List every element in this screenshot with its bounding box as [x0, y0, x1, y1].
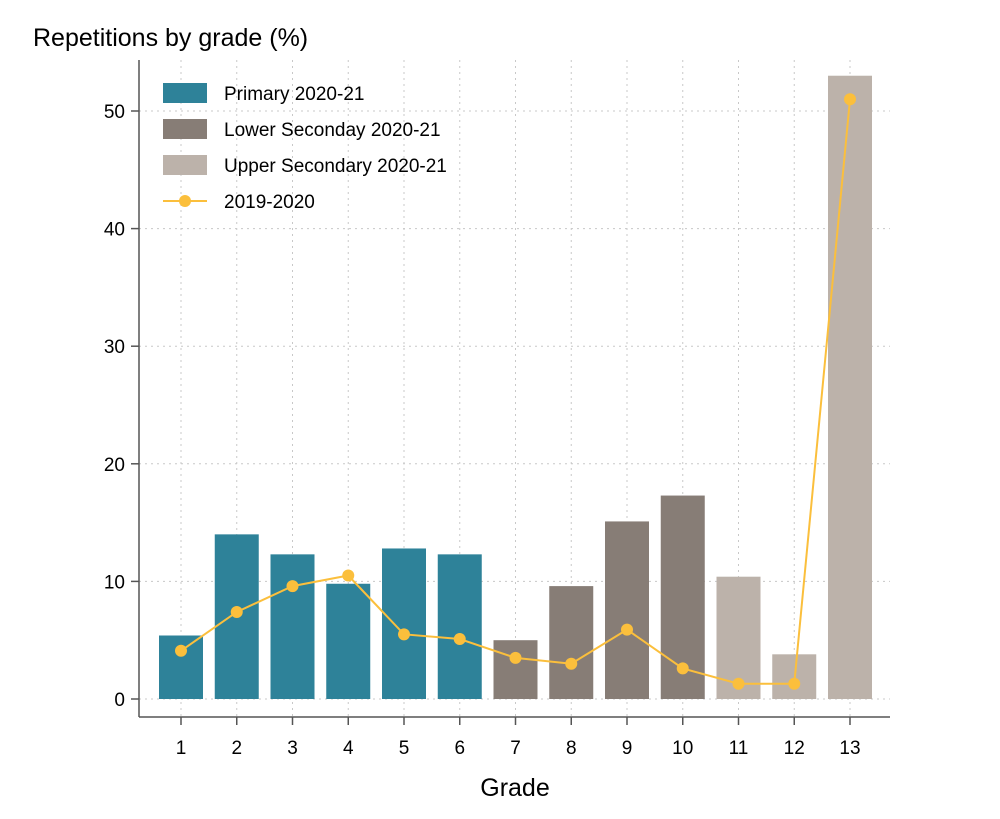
- axes: [138, 60, 890, 718]
- bar-grade-5: [382, 548, 426, 699]
- y-tick-label-40: 40: [104, 220, 125, 241]
- y-tick-label-20: 20: [104, 455, 125, 476]
- x-tick-label-6: 6: [454, 738, 465, 759]
- legend-swatch-0: [163, 83, 207, 103]
- x-tick-label-1: 1: [176, 738, 187, 759]
- x-tick-label-10: 10: [672, 738, 693, 759]
- point-grade-12: [788, 677, 801, 690]
- bar-grade-4: [326, 583, 371, 699]
- legend-label-3: 2019-2020: [224, 192, 315, 213]
- point-grade-10: [676, 662, 689, 675]
- point-grade-3: [286, 580, 299, 593]
- point-grade-5: [398, 628, 410, 641]
- y-ticks: 0 10 20 30 40 50: [104, 102, 139, 711]
- point-grade-9: [621, 623, 633, 636]
- legend: Primary 2020-21 Lower Seconday 2020-21 Upp…: [163, 83, 447, 213]
- bar-grade-13: [828, 75, 872, 700]
- point-grade-6: [453, 633, 466, 646]
- point-grade-4: [342, 569, 355, 582]
- legend-label-1: Lower Seconday 2020-21: [224, 120, 441, 141]
- bar-grade-6: [437, 554, 482, 699]
- y-tick-label-10: 10: [104, 572, 125, 593]
- y-tick-label-50: 50: [104, 102, 125, 123]
- bar-grade-8: [549, 586, 594, 699]
- bar-grade-3: [270, 554, 315, 699]
- point-grade-11: [732, 677, 745, 690]
- x-tick-label-2: 2: [231, 738, 242, 759]
- x-tick-label-13: 13: [839, 738, 860, 759]
- point-grade-7: [509, 651, 522, 664]
- point-grade-2: [230, 605, 243, 618]
- point-grade-13: [844, 93, 856, 106]
- y-tick-label-0: 0: [114, 690, 125, 711]
- x-tick-label-7: 7: [510, 738, 521, 759]
- x-tick-label-5: 5: [399, 738, 410, 759]
- x-tick-label-3: 3: [287, 738, 298, 759]
- point-grade-8: [565, 657, 578, 670]
- point-grade-1: [175, 644, 187, 657]
- x-tick-label-12: 12: [784, 738, 805, 759]
- x-tick-label-9: 9: [622, 738, 633, 759]
- x-tick-label-8: 8: [566, 738, 577, 759]
- x-ticks: 1 2 3 4 5 6 7 8 9 10 11 12 13: [176, 717, 861, 759]
- legend-swatch-1: [163, 119, 207, 139]
- chart-title: Repetitions by grade (%): [33, 24, 308, 52]
- bar-grade-9: [605, 521, 649, 699]
- x-tick-label-4: 4: [343, 738, 354, 759]
- x-tick-label-11: 11: [729, 738, 749, 759]
- legend-swatch-2: [163, 155, 207, 175]
- legend-label-2: Upper Secondary 2020-21: [224, 156, 447, 177]
- legend-label-0: Primary 2020-21: [224, 84, 364, 105]
- y-tick-label-30: 30: [104, 337, 125, 358]
- x-axis-title: Grade: [480, 774, 549, 802]
- line-series: [175, 93, 856, 690]
- bars: [159, 75, 872, 700]
- legend-marker: [179, 195, 191, 207]
- bar-grade-7: [493, 640, 538, 699]
